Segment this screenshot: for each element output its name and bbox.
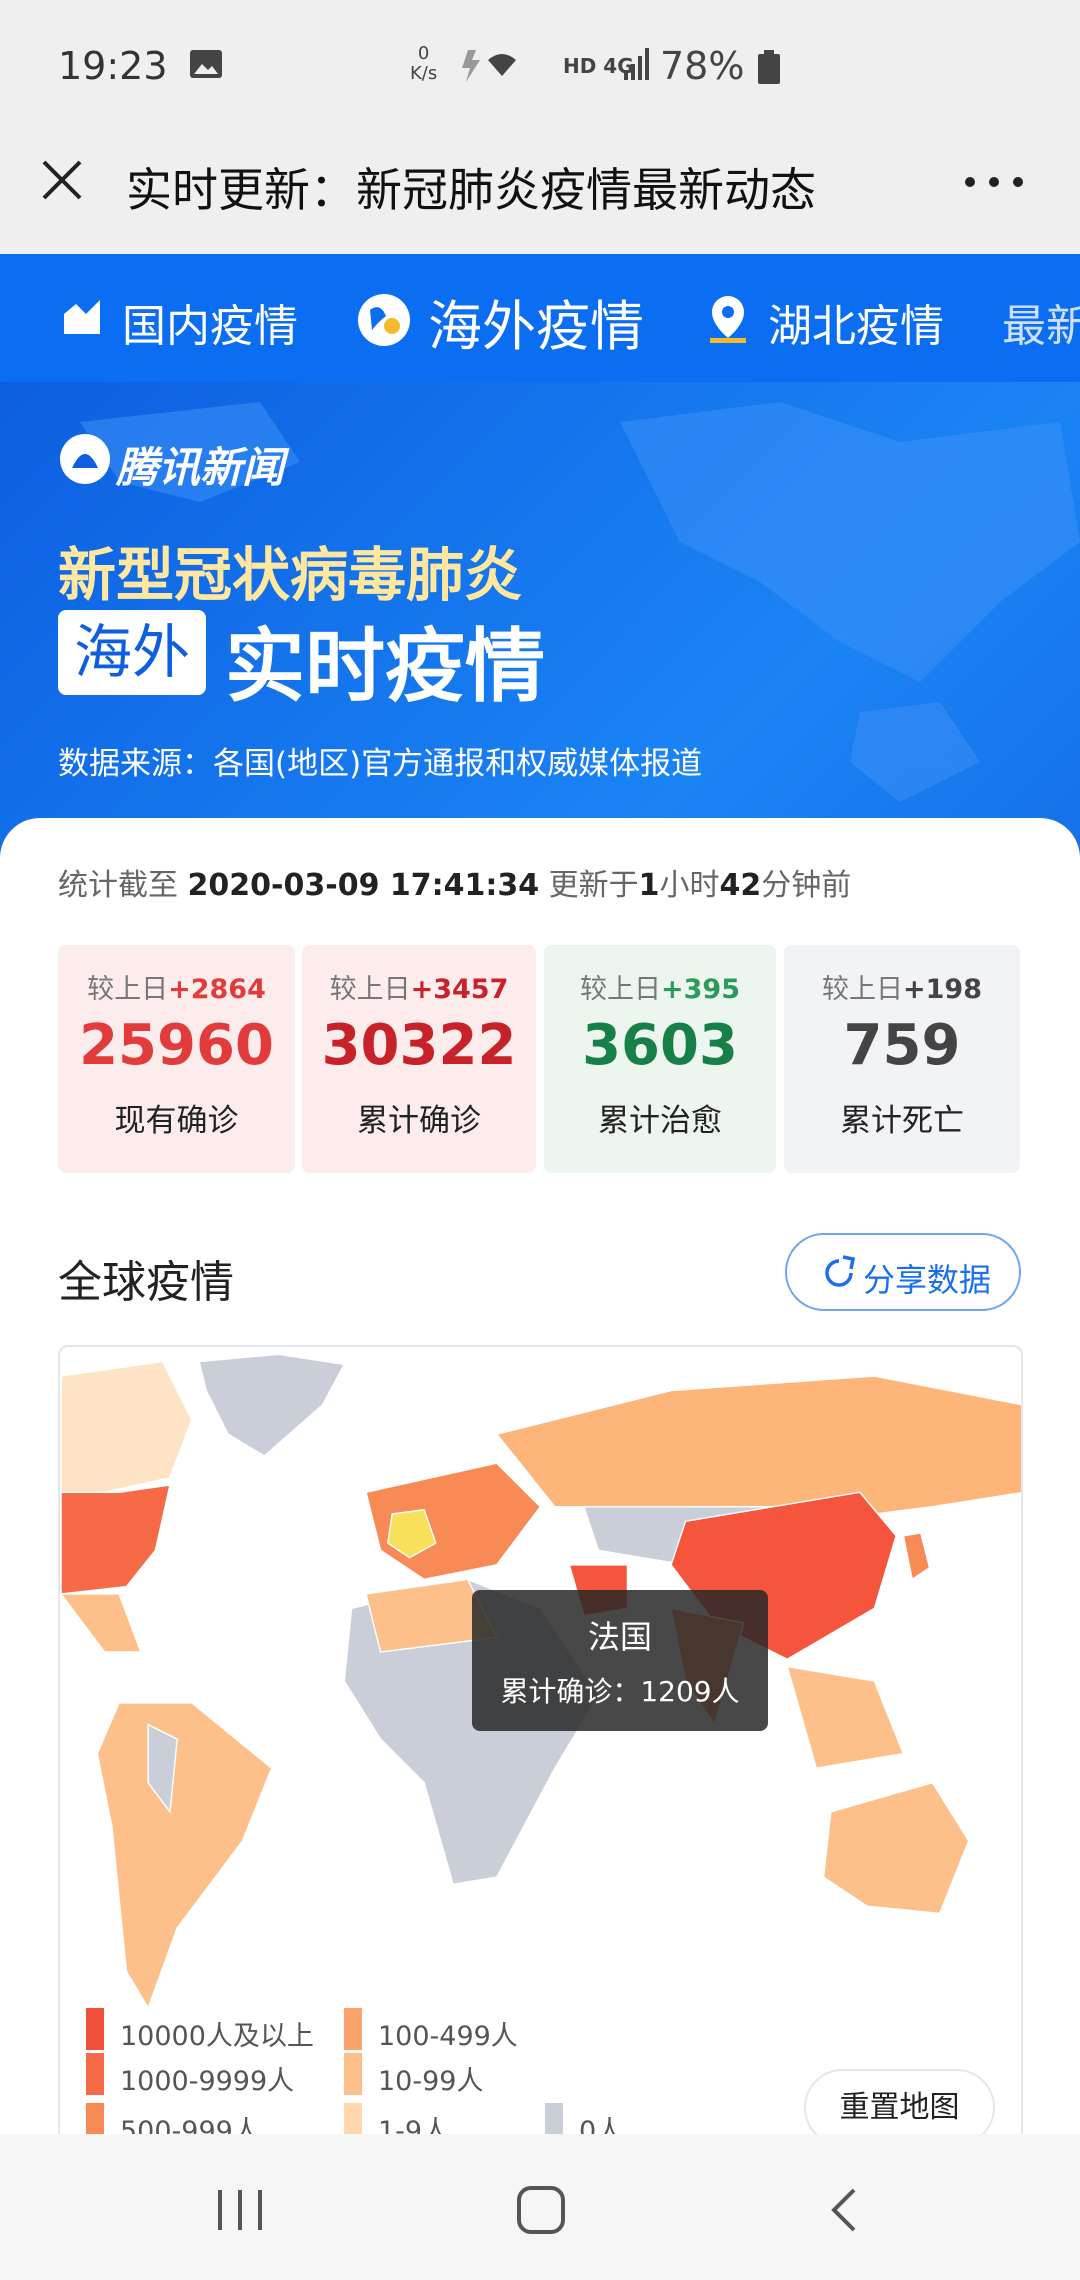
stat-card: 较上日+395 3603 累计治愈 (544, 945, 776, 1173)
delta-value: +198 (903, 974, 982, 1005)
banner-subtitle: 实时疫情 (225, 620, 545, 713)
legend-label: 100-499人 (378, 2021, 518, 2052)
battery-icon (758, 50, 780, 84)
stat-label: 现有确诊 (114, 1103, 239, 1139)
stat-value: 30322 (321, 1013, 517, 1078)
clock: 19:23 (58, 44, 168, 88)
legend-label: 10000人及以上 (120, 2021, 314, 2052)
share-label: 分享数据 (863, 1261, 992, 1299)
battery-level: 78% (660, 44, 745, 88)
stat-label: 累计死亡 (840, 1103, 964, 1139)
text: 统计截至 (58, 868, 178, 903)
reset-map-button[interactable]: 重置地图 (804, 2069, 995, 2134)
stat-label: 累计确诊 (357, 1103, 481, 1139)
net-speed-value: 0 (417, 43, 430, 64)
banner-world-map (80, 402, 1080, 802)
stat-value: 3603 (582, 1013, 738, 1078)
network-type: HD 4G (563, 54, 634, 78)
content-card: 统计截至 2020-03-09 17:41:34 更新于1小时42分钟前 较上日… (0, 818, 1080, 2134)
page-title: 实时更新：新冠肺炎疫情最新动态 (126, 163, 816, 217)
minutes: 42 (719, 868, 762, 903)
delta-label: 较上日 (329, 974, 411, 1005)
image-icon (190, 50, 222, 78)
legend-swatch (344, 2103, 362, 2134)
text: 小时 (659, 868, 720, 903)
legend-swatch (344, 2008, 362, 2050)
delta-value: +3457 (410, 974, 509, 1005)
share-icon (825, 1255, 856, 1287)
delta-label: 较上日 (822, 974, 903, 1005)
tooltip-text: 累计确诊：1209人 (500, 1675, 740, 1708)
stat-delta: 较上日+198 (784, 967, 1020, 1006)
hours: 1 (638, 868, 660, 903)
close-button[interactable] (40, 158, 84, 202)
stat-delta: 较上日+2864 (58, 967, 295, 1006)
more-button[interactable] (962, 174, 1026, 190)
stat-card: 较上日+3457 30322 累计确诊 (302, 945, 536, 1173)
delta-label: 较上日 (87, 974, 169, 1005)
data-source: 数据来源：各国(地区)官方通报和权威媒体报道 (58, 746, 703, 782)
signal-icons (462, 50, 516, 82)
brand-logo (60, 434, 110, 484)
signal-bars (624, 48, 649, 80)
status-bar: 19:23 0 K/s HD 4G 78% (0, 0, 1080, 90)
stat-card: 较上日+198 759 累计死亡 (784, 945, 1020, 1173)
stat-value: 25960 (79, 1013, 274, 1078)
stat-label: 累计治愈 (598, 1103, 722, 1139)
legend-swatch (86, 2103, 104, 2134)
tab-icon (64, 300, 100, 334)
stat-delta: 较上日+395 (544, 967, 776, 1006)
legend-swatch (545, 2103, 563, 2134)
badge: 海外 (58, 610, 206, 695)
delta-value: +395 (661, 974, 740, 1005)
world-map[interactable] (60, 1347, 1023, 2095)
tab[interactable]: 最新 (1002, 301, 1080, 352)
stat-delta: 较上日+3457 (302, 967, 536, 1006)
share-button[interactable]: 分享数据 (785, 1233, 1021, 1311)
tab-icon (358, 294, 410, 346)
delta-label: 较上日 (580, 974, 661, 1005)
map-tooltip: 法国 累计确诊：1209人 (472, 1590, 768, 1731)
net-speed: 0 K/s (410, 44, 437, 84)
title-bar: 实时更新：新冠肺炎疫情最新动态 (0, 90, 1080, 254)
tab-active[interactable]: 海外疫情 (428, 295, 644, 358)
legend-swatch (86, 2008, 104, 2050)
legend-label: 10-99人 (378, 2066, 484, 2097)
stats-time: 统计截至 2020-03-09 17:41:34 更新于1小时42分钟前 (58, 860, 851, 904)
timestamp: 2020-03-09 17:41:34 (187, 868, 540, 903)
brand-name: 腾讯新闻 (116, 443, 285, 492)
nav-icons (218, 2186, 856, 2234)
banner: 腾讯新闻 新型冠状病毒肺炎 海外 实时疫情 数据来源：各国(地区)官方通报和权威… (0, 382, 1080, 858)
legend-label: 1000-9999人 (120, 2066, 295, 2097)
navigation-bar (0, 2134, 1080, 2280)
headline: 新型冠状病毒肺炎 (58, 541, 523, 609)
legend-label: 500-999人 (120, 2116, 260, 2134)
tab-icon (710, 296, 746, 343)
legend-label: 0人 (579, 2116, 624, 2134)
map-panel: 法国 累计确诊：1209人 10000人及以上 1000-9999人 500-999… (58, 1345, 1023, 2134)
legend-swatch (344, 2053, 362, 2095)
section-title: 全球疫情 (58, 1257, 234, 1308)
stat-card: 较上日+2864 25960 现有确诊 (58, 945, 295, 1173)
legend-swatch (86, 2053, 104, 2095)
net-speed-unit: K/s (410, 63, 438, 84)
tab[interactable]: 国内疫情 (122, 301, 298, 352)
tooltip-country: 法国 (587, 1618, 652, 1656)
stat-value: 759 (843, 1013, 961, 1078)
legend-label: 1-9人 (378, 2116, 450, 2134)
text: 更新于 (548, 868, 639, 903)
tab-bar: 国内疫情 海外疫情 湖北疫情 最新 (0, 254, 1080, 382)
tab[interactable]: 湖北疫情 (768, 301, 944, 352)
delta-value: +2864 (168, 974, 266, 1005)
text: 分钟前 (761, 868, 852, 903)
